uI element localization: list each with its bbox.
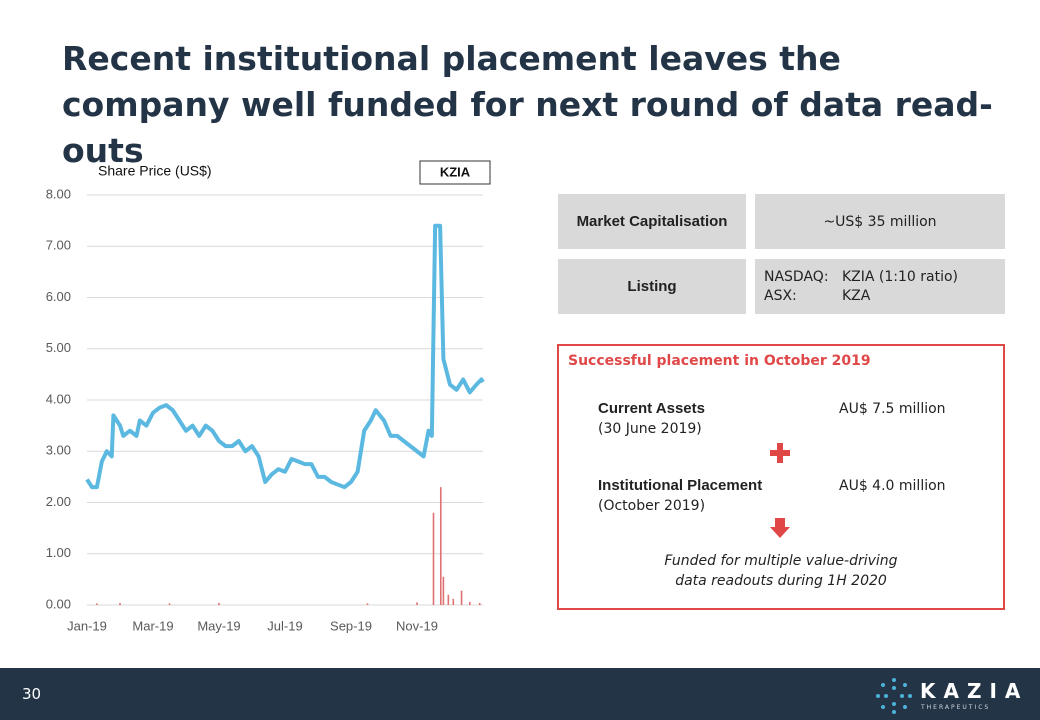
item-name: Institutional Placement xyxy=(598,477,763,494)
y-tick-label: 4.00 xyxy=(46,391,71,406)
exchange: ASX: xyxy=(764,287,797,304)
ticker: KZIA (1:10 ratio) xyxy=(842,268,959,285)
legend-label: KZIA xyxy=(440,164,471,179)
volume-bar xyxy=(447,594,450,605)
table-cell: Market Capitalisation xyxy=(558,194,746,249)
volume-bar xyxy=(452,598,455,605)
logo-text: KAZIA xyxy=(920,679,1029,703)
x-tick-label: Sep-19 xyxy=(330,618,372,633)
exchange: NASDAQ: xyxy=(764,268,829,285)
volume-bar xyxy=(416,602,418,605)
logo-tagline: THERAPEUTICS xyxy=(921,704,991,711)
slide-title: Recent institutional placement leaves th… xyxy=(62,39,993,170)
x-tick-label: Jan-19 xyxy=(67,618,107,633)
x-tick-label: Jul-19 xyxy=(267,618,302,633)
volume-bar xyxy=(218,602,220,605)
item-amount: AU$ 7.5 million xyxy=(839,401,946,417)
y-tick-label: 7.00 xyxy=(46,238,71,253)
x-tick-label: May-19 xyxy=(197,618,240,633)
volume-bar xyxy=(460,590,463,605)
table-cell: ~US$ 35 million xyxy=(755,194,1005,249)
volume-bar xyxy=(119,602,121,605)
y-tick-label: 8.00 xyxy=(46,186,71,201)
y-tick-label: 1.00 xyxy=(46,545,71,560)
item-name: Current Assets xyxy=(598,400,705,417)
item-date: (30 June 2019) xyxy=(598,421,702,437)
chart: Share Price (US$) KZIA 0.00 1.00 2.00 3.00 4… xyxy=(46,160,491,633)
footer: 30 KAZIA THERAPEUTICS xyxy=(0,668,1040,720)
item-date: (October 2019) xyxy=(598,498,706,514)
volume-bar xyxy=(478,602,481,605)
y-axis-label: Share Price (US$) xyxy=(98,163,212,179)
table-cell: Listing xyxy=(558,259,746,314)
ticker: KZA xyxy=(842,287,871,304)
logo-mark xyxy=(876,678,912,714)
y-tick-label: 6.00 xyxy=(46,289,71,304)
table-cell: NASDAQ: KZIA (1:10 ratio) ASX: KZA xyxy=(755,259,1005,314)
x-tick-label: Nov-19 xyxy=(396,618,438,633)
price-line xyxy=(85,223,485,490)
volume-bar xyxy=(439,487,442,605)
conclusion: data readouts during 1H 2020 xyxy=(675,573,887,589)
arrow-icon xyxy=(770,518,790,538)
placement-box: Successful placement in October 2019 Cur… xyxy=(557,344,1005,610)
conclusion: Funded for multiple value-driving xyxy=(664,553,898,569)
y-tick-label: 5.00 xyxy=(46,340,71,355)
volume-bar xyxy=(432,512,435,605)
placement-heading: Successful placement in October 2019 xyxy=(568,353,871,369)
y-tick-label: 0.00 xyxy=(46,596,71,611)
legend-box xyxy=(419,160,491,185)
y-tick-label: 3.00 xyxy=(46,443,71,458)
volume-bar xyxy=(469,601,471,605)
volume-bar xyxy=(168,603,171,605)
x-tick-label: Mar-19 xyxy=(132,618,173,633)
page-number: 30 xyxy=(22,685,42,703)
plus-icon xyxy=(770,443,790,463)
item-amount: AU$ 4.0 million xyxy=(839,478,946,494)
volume-bar xyxy=(442,576,445,605)
y-tick-label: 2.00 xyxy=(46,494,71,509)
volume-bar xyxy=(96,603,98,605)
volume-bar xyxy=(366,603,369,605)
